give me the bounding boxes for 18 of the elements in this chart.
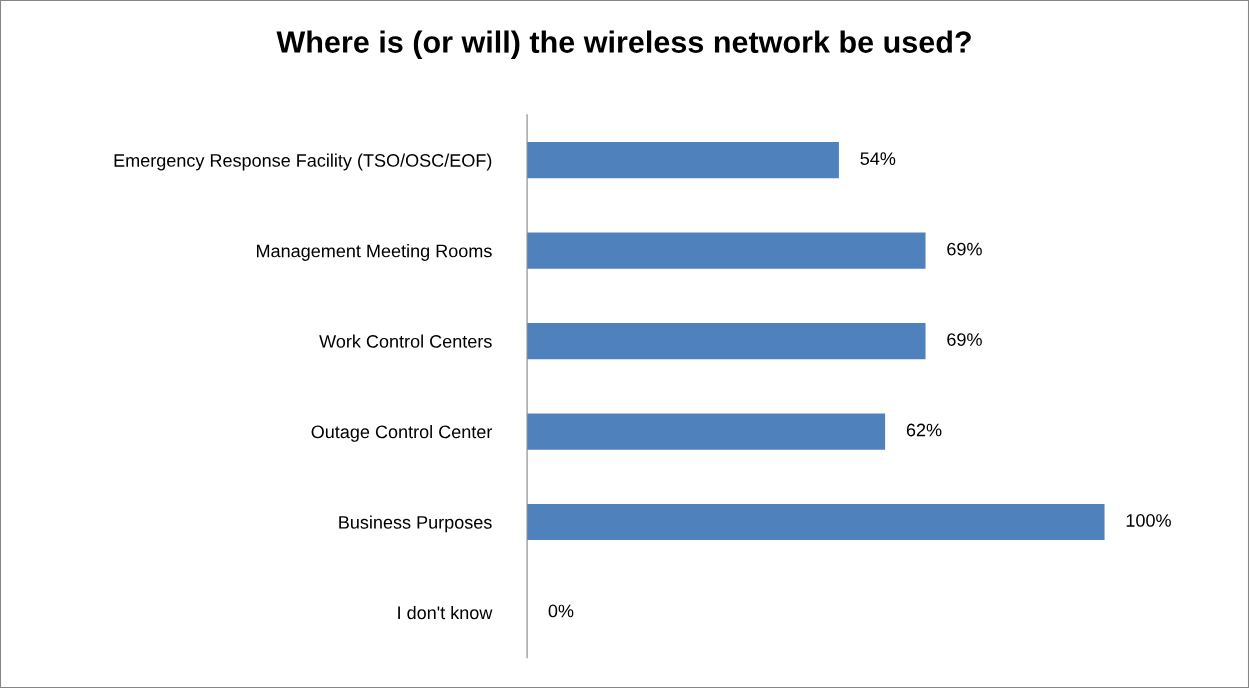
bar [527, 142, 839, 179]
y-tick-label: Management Meeting Rooms [257, 244, 492, 261]
data-label: 69% [947, 333, 982, 346]
y-tick-label: Work Control Centers [319, 334, 492, 348]
data-label: 0% [548, 604, 574, 618]
bar [527, 413, 886, 450]
bar [527, 503, 1105, 541]
data-label: 54% [860, 152, 896, 165]
y-tick-label: Outage Control Center [311, 425, 493, 442]
y-tick-label: Business Purposes [339, 515, 492, 533]
chart-title: Where is (or will) the wireless network be used? [276, 30, 971, 59]
data-label: 62% [906, 423, 942, 437]
y-tick-label: Emergency Response Facility (TSO/OSC/EOF) [114, 153, 492, 171]
data-label: 100% [1126, 514, 1171, 527]
bar [527, 232, 926, 269]
bar [527, 322, 926, 360]
y-tick-label: I don't know [398, 605, 493, 620]
data-label: 69% [947, 242, 982, 256]
